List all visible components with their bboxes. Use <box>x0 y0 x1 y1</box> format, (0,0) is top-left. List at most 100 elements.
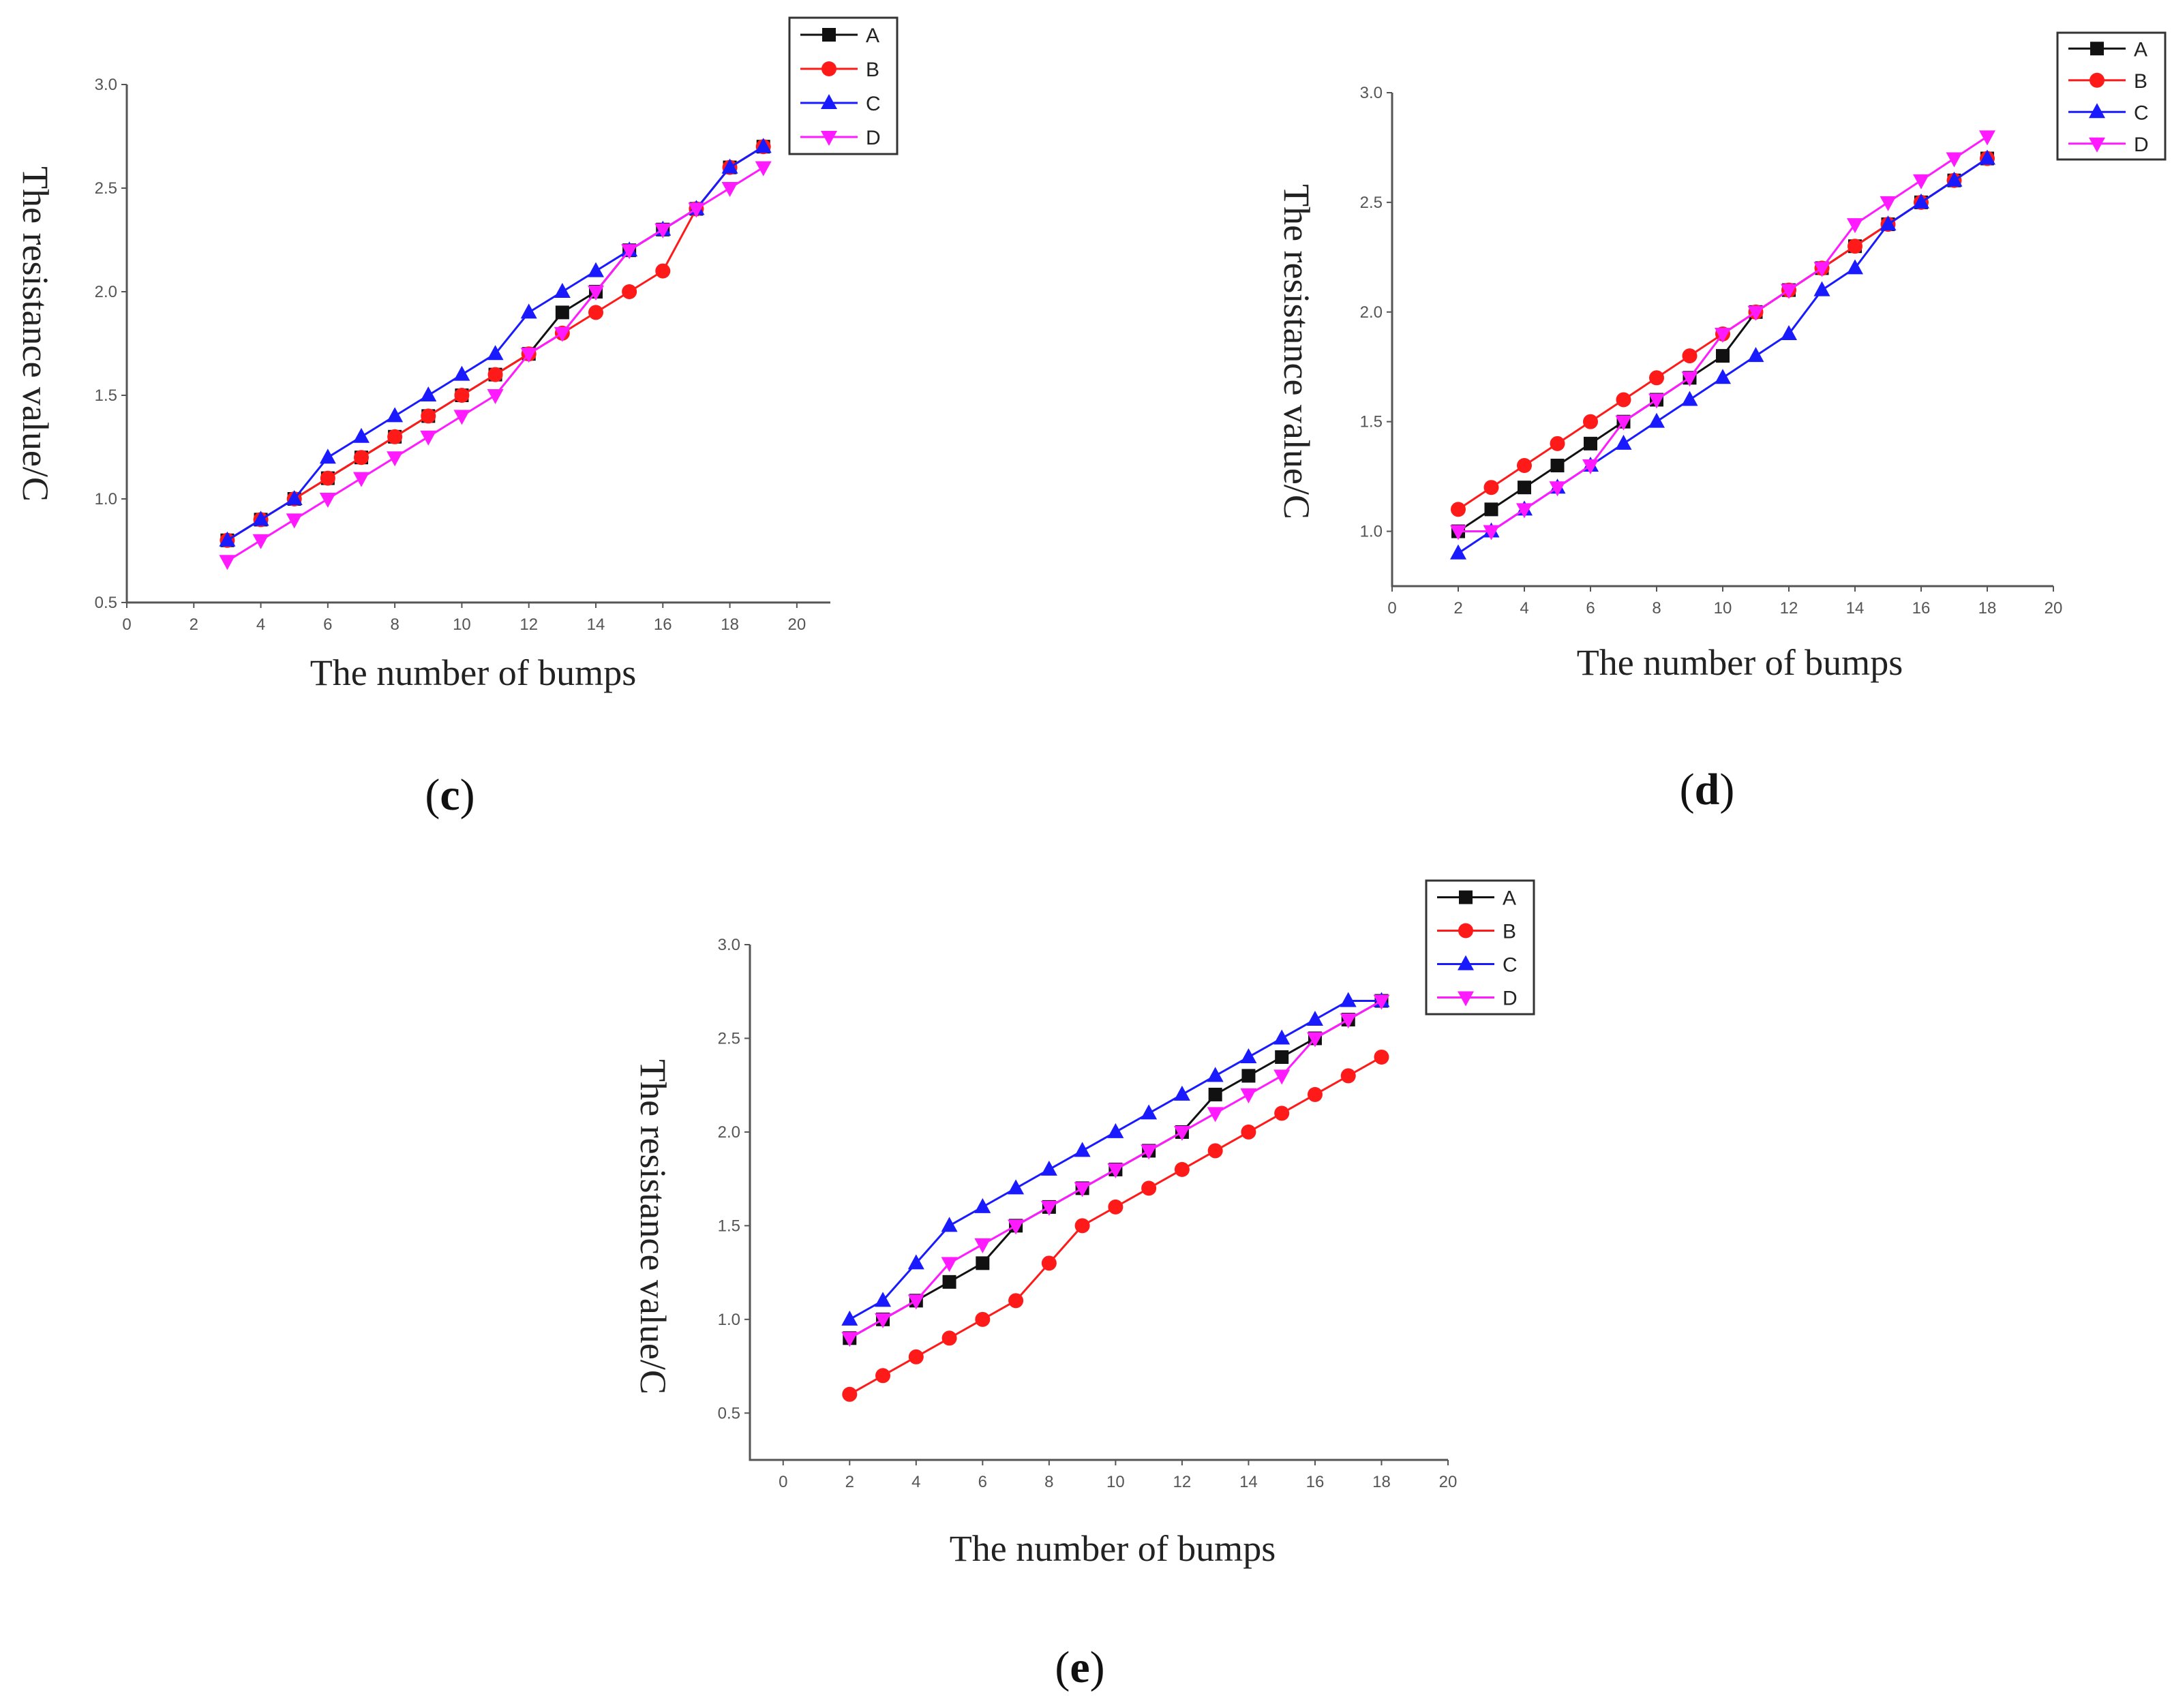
data-point-D <box>219 555 236 570</box>
series-D <box>219 161 772 570</box>
data-point-C <box>1913 193 1929 209</box>
x-tick-label: 20 <box>788 615 806 634</box>
data-point-D <box>554 326 571 342</box>
panel-label-letter: e <box>1070 1643 1089 1692</box>
data-point-D <box>1207 1107 1224 1123</box>
data-point-D <box>453 410 470 425</box>
data-point-C <box>1273 1029 1291 1045</box>
legend-marker-B <box>821 61 836 76</box>
data-point-C <box>420 386 437 401</box>
data-point-C <box>1240 1048 1257 1063</box>
x-tick-label: 18 <box>721 615 739 634</box>
data-point-B <box>941 1330 957 1346</box>
x-tick-label: 18 <box>1372 1473 1391 1491</box>
data-point-C <box>875 1292 892 1307</box>
data-point-D <box>1240 1088 1257 1103</box>
data-point-C <box>941 1217 958 1232</box>
data-point-B <box>1108 1199 1123 1215</box>
data-point-B <box>655 263 671 279</box>
data-point-C <box>907 1254 924 1270</box>
data-point-C <box>1306 1010 1323 1026</box>
data-point-B <box>1616 392 1631 408</box>
data-point-B <box>1307 1086 1323 1102</box>
legend-marker-A <box>1459 890 1473 904</box>
data-point-C <box>554 283 571 298</box>
data-point-D <box>1306 1032 1323 1048</box>
data-point-D <box>1615 415 1632 431</box>
data-point-D <box>1648 393 1665 409</box>
legend-label-A: A <box>866 25 879 47</box>
x-tick-label: 14 <box>587 615 605 634</box>
data-point-B <box>1847 239 1862 254</box>
data-point-B <box>1451 502 1466 517</box>
x-tick-label: 16 <box>1306 1473 1325 1491</box>
x-tick-label: 0 <box>1387 599 1396 617</box>
data-point-A <box>976 1256 990 1270</box>
panel-label-close: ) <box>460 770 475 820</box>
data-point-D <box>1340 1013 1357 1028</box>
data-point-C <box>1141 1104 1158 1120</box>
series-line-C <box>849 999 1382 1321</box>
x-tick-label: 10 <box>1106 1473 1125 1491</box>
legend-box <box>2056 31 2167 161</box>
legend-marker-A <box>2090 42 2104 56</box>
data-point-C <box>520 303 537 319</box>
data-point-B <box>1008 1293 1024 1309</box>
data-point-D <box>841 1332 858 1347</box>
x-tick-label: 4 <box>256 615 265 634</box>
data-point-D <box>588 286 604 301</box>
series-D <box>841 994 1390 1347</box>
data-point-D <box>688 202 705 218</box>
data-point-B <box>1174 1161 1190 1177</box>
data-point-D <box>974 1238 991 1253</box>
data-point-D <box>1173 1125 1190 1141</box>
panel-label: (e) <box>1055 1643 1104 1692</box>
data-point-D <box>1107 1163 1124 1178</box>
panel-label-letter: d <box>1695 765 1720 814</box>
data-point-C <box>487 345 504 361</box>
data-point-D <box>1074 1182 1091 1198</box>
data-point-C <box>1173 1085 1190 1101</box>
x-tick-label: 2 <box>1453 599 1462 617</box>
series-line-D <box>226 166 764 562</box>
data-point-B <box>1340 1068 1356 1084</box>
data-point-C <box>721 158 738 174</box>
data-point-D <box>1549 481 1566 497</box>
data-point-D <box>353 472 369 487</box>
data-point-A <box>1241 1069 1256 1083</box>
data-point-B <box>1241 1124 1256 1140</box>
legend-label-A: A <box>1503 887 1516 910</box>
legend-marker-C <box>2089 103 2105 119</box>
y-axis-title: The resistance value/C <box>633 1059 674 1394</box>
data-point-B <box>1483 480 1499 495</box>
x-tick-label: 8 <box>390 615 399 634</box>
legend-label-C: C <box>1503 954 1518 977</box>
data-point-D <box>319 493 336 508</box>
series-line-B <box>849 1056 1383 1396</box>
data-point-C <box>1946 171 1963 187</box>
data-point-B <box>908 1349 924 1364</box>
data-point-D <box>1450 525 1466 540</box>
data-point-B <box>320 470 335 486</box>
data-point-D <box>387 451 404 467</box>
legend-label-D: D <box>2134 134 2149 156</box>
series-A <box>220 140 770 547</box>
data-point-B <box>1274 1105 1290 1121</box>
data-point-D <box>1681 371 1698 387</box>
data-point-C <box>1715 369 1731 384</box>
data-point-D <box>1781 284 1797 299</box>
panel-label-open: ( <box>1055 1643 1070 1692</box>
data-point-D <box>721 182 738 197</box>
data-point-C <box>1781 324 1797 340</box>
y-tick-label: 1.0 <box>95 490 117 508</box>
legend-box <box>1425 879 1535 1016</box>
y-tick-label: 2.5 <box>95 179 117 198</box>
x-tick-label: 10 <box>453 615 471 634</box>
data-point-B <box>387 429 403 444</box>
data-point-B <box>875 1368 891 1384</box>
data-point-D <box>1847 218 1863 234</box>
y-tick-label: 0.5 <box>718 1404 740 1422</box>
data-point-B <box>421 408 436 424</box>
data-point-D <box>1715 327 1731 343</box>
